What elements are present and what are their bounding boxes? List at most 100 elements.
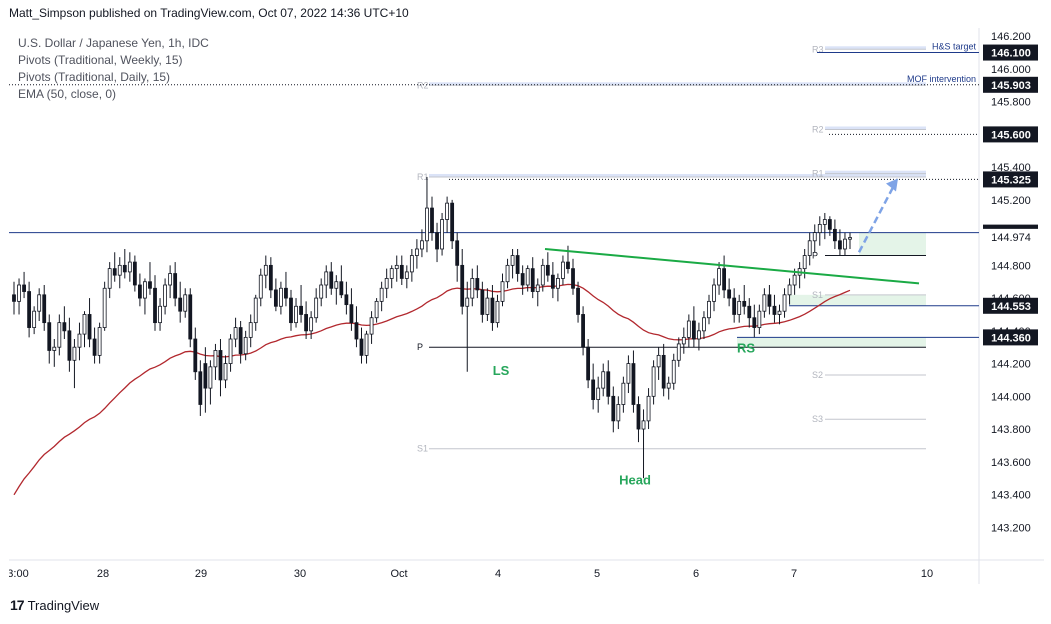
candle — [752, 304, 757, 338]
x-tick-label: 30 — [294, 568, 306, 580]
line-label-1: MOF intervention — [907, 74, 976, 84]
candle-body — [686, 320, 691, 338]
candle — [218, 339, 223, 397]
x-tick-label: Oct — [390, 568, 407, 580]
candle — [178, 281, 183, 323]
candle-body — [838, 240, 842, 250]
price-label-text: 145.903 — [991, 80, 1031, 92]
candle-body — [37, 294, 42, 312]
price-label: 145.600 — [983, 126, 1038, 143]
candle-body — [535, 284, 540, 292]
candle-body — [319, 284, 324, 299]
candle — [132, 255, 137, 292]
candle — [27, 281, 32, 338]
ema-layer — [13, 283, 851, 496]
candle-body — [520, 273, 525, 286]
candle — [82, 311, 87, 348]
candle-body — [364, 333, 369, 356]
daily-pivot-band-r2 — [825, 126, 926, 130]
candle — [334, 275, 339, 305]
candle-body — [843, 238, 847, 250]
candle — [309, 311, 314, 340]
candle-body — [87, 314, 92, 340]
candle-body — [465, 297, 470, 307]
candle-body — [425, 207, 429, 242]
candle-body — [158, 305, 162, 324]
target-zone — [859, 232, 926, 256]
candle-body — [97, 327, 102, 356]
candle — [42, 284, 47, 331]
candle — [379, 281, 384, 312]
candle — [404, 265, 409, 289]
candle-body — [284, 287, 288, 299]
candle-body — [576, 287, 580, 315]
x-tick-label: 10 — [921, 568, 933, 580]
candle-body — [258, 274, 263, 299]
candle-body — [17, 284, 21, 302]
candle — [92, 327, 97, 364]
weekly-pivot-label-p: P — [417, 342, 423, 352]
candle — [717, 262, 721, 295]
legend-daily-pivots[interactable]: Pivots (Traditional, Daily, 15) — [18, 70, 171, 84]
candle — [359, 327, 364, 364]
candle-body — [22, 284, 26, 292]
price-chart[interactable]: R2 R1 P S1 R3 R2 R1 P S1 S2 S3 LS Head RS H&S target M… — [9, 28, 1044, 584]
candle — [671, 353, 676, 390]
candle — [707, 294, 711, 325]
candle-body — [767, 294, 772, 307]
price-label-box — [983, 126, 1038, 143]
candle-body — [651, 366, 656, 397]
candle — [556, 273, 560, 302]
candle — [561, 255, 565, 285]
candle-body — [168, 273, 173, 286]
candle — [661, 343, 666, 397]
daily-pivot-label-r1: R1 — [812, 169, 824, 179]
candle — [490, 284, 495, 331]
candle — [374, 298, 379, 323]
y-tick-label: 145.200 — [991, 195, 1031, 207]
candle-body — [218, 350, 223, 381]
candle-body — [742, 300, 747, 307]
candle-body — [545, 264, 550, 276]
candle — [203, 347, 208, 413]
x-tick-label: 6 — [693, 568, 699, 580]
candle-body — [102, 287, 107, 328]
candle — [349, 288, 354, 331]
candle — [107, 262, 112, 299]
candle-body — [681, 336, 686, 345]
candle — [651, 360, 656, 405]
candle-body — [339, 281, 344, 296]
candle-body — [787, 284, 792, 296]
candle-body — [334, 281, 339, 289]
price-label-box — [983, 44, 1038, 61]
candle — [697, 322, 701, 351]
candle-body — [213, 350, 218, 368]
candle-body — [505, 264, 510, 283]
legend-weekly-pivots[interactable]: Pivots (Traditional, Weekly, 15) — [18, 53, 183, 67]
candle — [67, 317, 72, 372]
legend-symbol[interactable]: U.S. Dollar / Japanese Yen, 1h, IDC — [18, 36, 209, 50]
legend-ema[interactable]: EMA (50, close, 0) — [18, 87, 117, 101]
footer: 17 TradingView — [10, 597, 99, 613]
candle — [631, 350, 636, 413]
candle-body — [817, 224, 822, 234]
candle-body — [138, 284, 142, 299]
candle — [62, 306, 67, 340]
candle-body — [223, 363, 228, 381]
weekly-pivot-label-r2: R2 — [417, 80, 429, 90]
candle-body — [717, 268, 721, 286]
candle — [394, 255, 399, 282]
annotation-rs: RS — [737, 340, 755, 355]
candle — [238, 321, 243, 364]
x-tick-label: 4 — [495, 568, 501, 580]
projection-arrow-head-icon — [886, 178, 898, 192]
candle — [807, 232, 812, 266]
candle-body — [445, 202, 450, 220]
projection-arrow-shaft — [857, 182, 897, 253]
candle-body — [52, 346, 57, 351]
candle-body — [752, 317, 757, 328]
candle — [757, 304, 762, 335]
candle-body — [349, 304, 354, 324]
support-zone-2 — [737, 337, 926, 348]
price-label: 145.325 — [983, 171, 1038, 188]
